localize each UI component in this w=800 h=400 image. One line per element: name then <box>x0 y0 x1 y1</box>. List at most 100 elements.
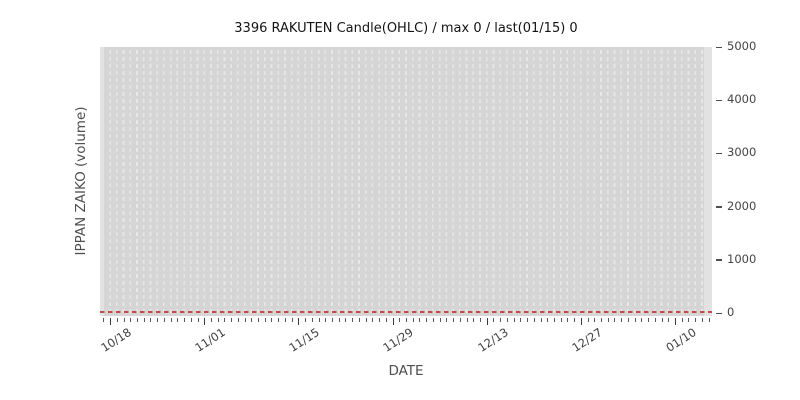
x-tick-major <box>580 318 582 325</box>
x-tick-minor <box>157 318 159 322</box>
x-tick-minor <box>318 318 320 322</box>
x-tick-minor <box>527 318 529 322</box>
x-tick-minor <box>197 318 199 322</box>
x-tick-label: 10/18 <box>98 325 134 355</box>
x-tick-label: 01/10 <box>663 325 699 355</box>
x-tick-minor <box>661 318 663 322</box>
x-tick-minor <box>533 318 535 322</box>
y-tick-label: 4000 <box>727 92 757 107</box>
x-tick-minor <box>258 318 260 322</box>
x-tick-minor <box>251 318 253 322</box>
x-tick-minor <box>627 318 629 322</box>
x-tick-minor <box>614 318 616 322</box>
x-tick-minor <box>634 318 636 322</box>
x-tick-minor <box>177 318 179 322</box>
x-tick-minor <box>271 318 273 322</box>
x-tick-minor <box>560 318 562 322</box>
y-tick <box>716 99 722 102</box>
x-tick-minor <box>473 318 475 322</box>
x-tick-minor <box>459 318 461 322</box>
x-tick-minor <box>379 318 381 322</box>
x-tick-label: 11/29 <box>380 325 417 355</box>
x-tick-major <box>298 318 300 325</box>
x-tick-minor <box>587 318 589 322</box>
x-tick-minor <box>163 318 165 322</box>
x-tick-minor <box>170 318 172 322</box>
x-tick-minor <box>231 318 233 322</box>
x-tick-minor <box>385 318 387 322</box>
x-tick-minor <box>648 318 650 322</box>
y-tick-label: 0 <box>727 305 735 319</box>
x-tick-label: 12/27 <box>569 325 605 355</box>
x-tick-minor <box>305 318 307 322</box>
x-tick-major <box>486 318 488 325</box>
y-tick <box>716 312 722 314</box>
x-tick-minor <box>426 318 428 322</box>
y-tick <box>716 259 722 261</box>
x-tick-minor <box>412 318 414 322</box>
x-tick-minor <box>210 318 212 322</box>
x-tick-minor <box>688 318 690 322</box>
x-tick-minor <box>190 318 192 322</box>
chart-title: 3396 RAKUTEN Candle(OHLC) / max 0 / last… <box>234 21 578 36</box>
x-tick-minor <box>453 318 455 322</box>
x-tick-minor <box>607 318 609 322</box>
plot-right-margin <box>704 47 712 316</box>
y-axis-title: IPPAN ZAIKO (volume) <box>73 106 89 256</box>
plot-left-margin <box>100 47 104 316</box>
y-tick-label: 5000 <box>727 39 757 53</box>
x-tick-minor <box>547 318 549 322</box>
x-tick-minor <box>695 318 697 322</box>
x-tick-minor <box>123 318 125 322</box>
x-tick-minor <box>372 318 374 322</box>
x-tick-minor <box>601 318 603 322</box>
x-tick-minor <box>419 318 421 322</box>
x-tick-minor <box>237 318 239 322</box>
x-tick-minor <box>291 318 293 322</box>
x-tick-minor <box>116 318 118 322</box>
x-tick-minor <box>143 318 145 322</box>
x-tick-label: 12/13 <box>474 325 511 355</box>
y-tick <box>716 206 722 208</box>
x-tick-minor <box>439 318 441 322</box>
x-tick-minor <box>130 318 132 322</box>
x-tick-minor <box>681 318 683 322</box>
x-tick-label: 11/15 <box>286 325 323 355</box>
plot-area <box>100 47 712 316</box>
x-tick-minor <box>506 318 508 322</box>
x-tick-minor <box>278 318 280 322</box>
x-tick-minor <box>284 318 286 322</box>
x-tick-minor <box>540 318 542 322</box>
x-tick-minor <box>399 318 401 322</box>
zero-data-line <box>100 311 712 313</box>
x-tick-minor <box>406 318 407 322</box>
y-tick-label: 2000 <box>727 198 757 213</box>
x-tick-minor <box>479 318 481 322</box>
x-tick-minor <box>432 318 434 322</box>
x-tick-minor <box>466 318 468 322</box>
x-tick-minor <box>701 318 703 322</box>
x-tick-minor <box>365 318 367 322</box>
x-tick-major <box>110 318 112 325</box>
y-tick-label: 3000 <box>727 145 757 160</box>
x-tick-minor <box>708 318 710 322</box>
x-tick-minor <box>103 318 105 322</box>
x-tick-minor <box>668 318 670 322</box>
x-tick-minor <box>553 318 555 322</box>
x-tick-minor <box>244 318 246 322</box>
x-tick-major <box>204 318 206 325</box>
x-tick-minor <box>150 318 152 322</box>
x-tick-minor <box>513 318 515 322</box>
x-tick-minor <box>520 318 522 322</box>
x-tick-minor <box>136 318 138 322</box>
x-tick-minor <box>446 318 448 322</box>
y-tick-label: 1000 <box>727 251 757 266</box>
x-tick-minor <box>358 318 360 322</box>
x-tick-minor <box>325 318 327 322</box>
y-tick <box>716 152 722 155</box>
x-tick-minor <box>338 318 340 322</box>
x-tick-minor <box>621 318 623 322</box>
x-tick-minor <box>567 318 569 322</box>
x-tick-minor <box>641 318 643 322</box>
x-tick-minor <box>654 318 656 322</box>
